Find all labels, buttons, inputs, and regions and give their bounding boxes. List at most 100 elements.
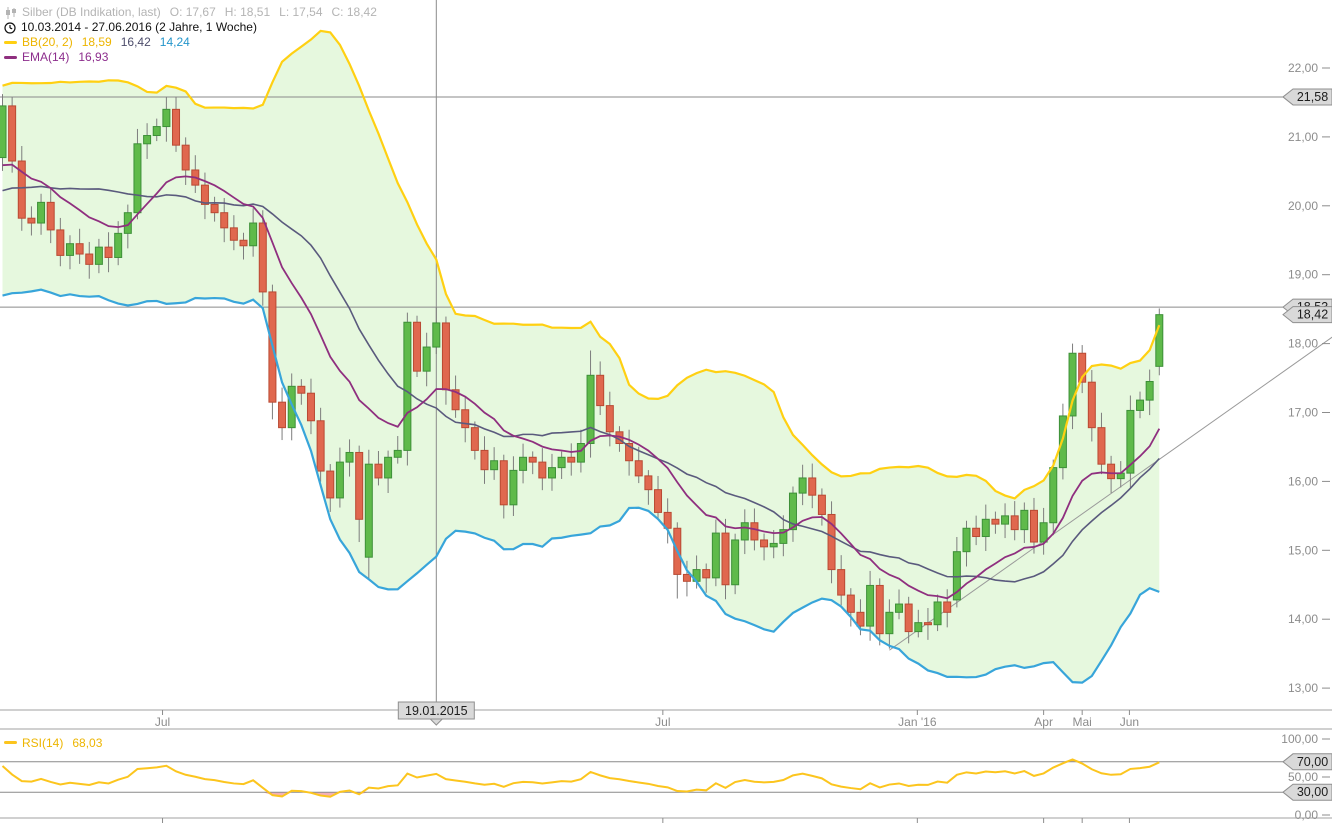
candle-down[interactable] bbox=[104, 246, 113, 258]
bb-indicator-row[interactable]: BB(20, 2) 18,59 16,42 14,24 bbox=[4, 35, 377, 50]
candle-up[interactable] bbox=[769, 542, 778, 548]
candle-up[interactable] bbox=[384, 456, 393, 479]
candle-down[interactable] bbox=[808, 477, 817, 496]
rsi-indicator-row[interactable]: RSI(14) 68,03 bbox=[4, 735, 102, 750]
candle-down[interactable] bbox=[702, 569, 711, 579]
candle-up[interactable] bbox=[866, 584, 875, 627]
candle-down[interactable] bbox=[27, 217, 36, 224]
candle-up[interactable] bbox=[162, 108, 171, 128]
candle-up[interactable] bbox=[422, 346, 431, 372]
candle-down[interactable] bbox=[210, 203, 219, 214]
candle-down[interactable] bbox=[644, 475, 653, 491]
candle-up[interactable] bbox=[740, 522, 749, 541]
candle-down[interactable] bbox=[1010, 515, 1019, 531]
candle-down[interactable] bbox=[181, 144, 190, 171]
candle-up[interactable] bbox=[94, 246, 103, 265]
candle-up[interactable] bbox=[143, 135, 152, 145]
candle-up[interactable] bbox=[788, 492, 797, 531]
candle-down[interactable] bbox=[413, 321, 422, 372]
candle-up[interactable] bbox=[345, 451, 354, 463]
candle-down[interactable] bbox=[470, 427, 479, 451]
candle-down[interactable] bbox=[923, 622, 932, 626]
candle-up[interactable] bbox=[885, 611, 894, 635]
candle-down[interactable] bbox=[85, 253, 94, 265]
candle-up[interactable] bbox=[65, 243, 74, 256]
candle-up[interactable] bbox=[586, 374, 595, 445]
level-tag-21-58-label[interactable]: 21,58 bbox=[1297, 90, 1328, 104]
ema-indicator-row[interactable]: EMA(14) 16,93 bbox=[4, 50, 377, 65]
candle-up[interactable] bbox=[557, 456, 566, 469]
candle-down[interactable] bbox=[220, 212, 229, 229]
candle-down[interactable] bbox=[596, 374, 605, 407]
candle-down[interactable] bbox=[972, 527, 981, 538]
candle-down[interactable] bbox=[654, 489, 663, 513]
candle-up[interactable] bbox=[1039, 522, 1048, 543]
trendline[interactable] bbox=[889, 336, 1332, 651]
candle-up[interactable] bbox=[432, 322, 441, 348]
candle-down[interactable] bbox=[480, 449, 489, 471]
candle-down[interactable] bbox=[1087, 381, 1096, 429]
candle-down[interactable] bbox=[374, 463, 383, 479]
candle-up[interactable] bbox=[364, 463, 373, 558]
trendline-layer[interactable] bbox=[889, 336, 1332, 651]
candle-up[interactable] bbox=[711, 532, 720, 579]
candle-down[interactable] bbox=[451, 389, 460, 411]
candle-down[interactable] bbox=[760, 539, 769, 548]
candle-up[interactable] bbox=[403, 321, 412, 451]
candle-down[interactable] bbox=[567, 456, 576, 463]
candle-down[interactable] bbox=[634, 460, 643, 477]
candle-up[interactable] bbox=[1049, 467, 1058, 524]
candle-down[interactable] bbox=[172, 108, 181, 146]
candle-up[interactable] bbox=[1001, 515, 1010, 525]
candle-up[interactable] bbox=[576, 443, 585, 463]
candle-down[interactable] bbox=[846, 594, 855, 613]
candle-down[interactable] bbox=[75, 243, 84, 255]
candle-down[interactable] bbox=[239, 239, 248, 247]
candle-down[interactable] bbox=[817, 494, 826, 515]
candle-down[interactable] bbox=[326, 470, 335, 499]
candle-up[interactable] bbox=[114, 232, 123, 258]
candle-down[interactable] bbox=[8, 105, 17, 162]
candle-down[interactable] bbox=[1107, 463, 1116, 480]
candle-up[interactable] bbox=[393, 449, 402, 458]
candle-down[interactable] bbox=[46, 201, 55, 231]
candle-down[interactable] bbox=[625, 443, 634, 462]
candle-down[interactable] bbox=[943, 601, 952, 613]
candle-down[interactable] bbox=[278, 401, 287, 429]
candle-up[interactable] bbox=[37, 201, 46, 224]
candles-layer[interactable] bbox=[0, 94, 1164, 649]
candle-down[interactable] bbox=[1097, 427, 1106, 465]
candle-up[interactable] bbox=[1145, 380, 1154, 401]
candle-down[interactable] bbox=[441, 322, 450, 391]
candle-up[interactable] bbox=[1020, 509, 1029, 531]
candle-up[interactable] bbox=[133, 143, 142, 214]
candle-down[interactable] bbox=[827, 513, 836, 571]
candle-down[interactable] bbox=[17, 160, 26, 219]
candle-down[interactable] bbox=[538, 461, 547, 479]
candle-up[interactable] bbox=[779, 529, 788, 544]
candle-up[interactable] bbox=[731, 539, 740, 586]
candle-up[interactable] bbox=[1058, 415, 1067, 469]
candle-down[interactable] bbox=[605, 405, 614, 433]
candle-up[interactable] bbox=[249, 222, 258, 247]
candle-down[interactable] bbox=[750, 522, 759, 541]
candle-up[interactable] bbox=[490, 460, 499, 471]
candle-up[interactable] bbox=[1126, 409, 1135, 474]
candle-up[interactable] bbox=[798, 477, 807, 494]
candle-up[interactable] bbox=[335, 461, 344, 499]
candle-down[interactable] bbox=[528, 456, 537, 463]
candle-down[interactable] bbox=[316, 420, 325, 472]
candle-down[interactable] bbox=[200, 184, 209, 205]
candle-up[interactable] bbox=[895, 603, 904, 613]
candle-down[interactable] bbox=[56, 229, 65, 256]
candle-down[interactable] bbox=[258, 222, 267, 293]
candle-down[interactable] bbox=[875, 584, 884, 635]
candle-up[interactable] bbox=[1068, 352, 1077, 417]
candle-up[interactable] bbox=[0, 105, 7, 159]
candle-up[interactable] bbox=[933, 601, 942, 626]
candle-down[interactable] bbox=[721, 532, 730, 586]
candle-down[interactable] bbox=[461, 409, 470, 429]
candle-up[interactable] bbox=[509, 469, 518, 506]
candle-down[interactable] bbox=[991, 518, 1000, 525]
crosshair-level-layer[interactable] bbox=[0, 0, 1284, 710]
